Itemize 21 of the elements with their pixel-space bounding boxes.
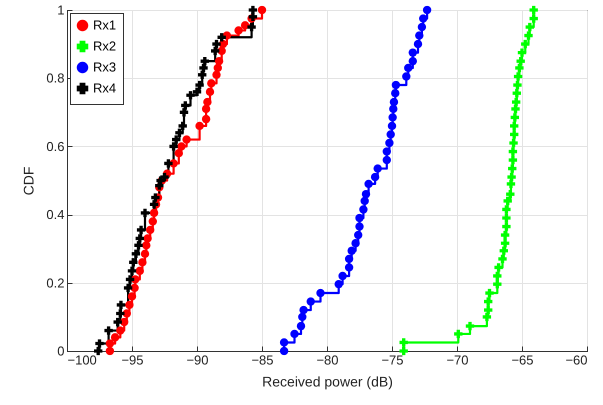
legend-label: Rx2 (93, 38, 116, 54)
x-tick-label: −70 (446, 352, 469, 368)
y-tick-label: 0.4 (46, 207, 64, 222)
legend-label: Rx1 (93, 18, 116, 32)
x-tick-label: −60 (565, 352, 588, 368)
y-tick-label: 0.6 (46, 138, 64, 154)
x-tick-label: −75 (381, 352, 404, 368)
x-tick-label: −95 (121, 352, 144, 368)
y-tick-label: 0 (57, 344, 64, 358)
y-tick-label: 1 (57, 2, 64, 18)
legend-label: Rx4 (93, 80, 116, 96)
y-tick-label: 0.2 (46, 275, 64, 290)
x-tick-label: −90 (186, 352, 209, 368)
x-axis-title: Received power (dB) (262, 374, 393, 390)
legend-label: Rx3 (93, 60, 116, 74)
x-tick-label: −65 (511, 352, 534, 368)
x-tick-label: −85 (251, 352, 274, 368)
y-axis-title: CDF (20, 166, 36, 196)
y-tick-label: 0.8 (46, 70, 64, 86)
x-tick-label: −80 (316, 352, 339, 368)
x-tick-label: −100 (68, 352, 97, 368)
